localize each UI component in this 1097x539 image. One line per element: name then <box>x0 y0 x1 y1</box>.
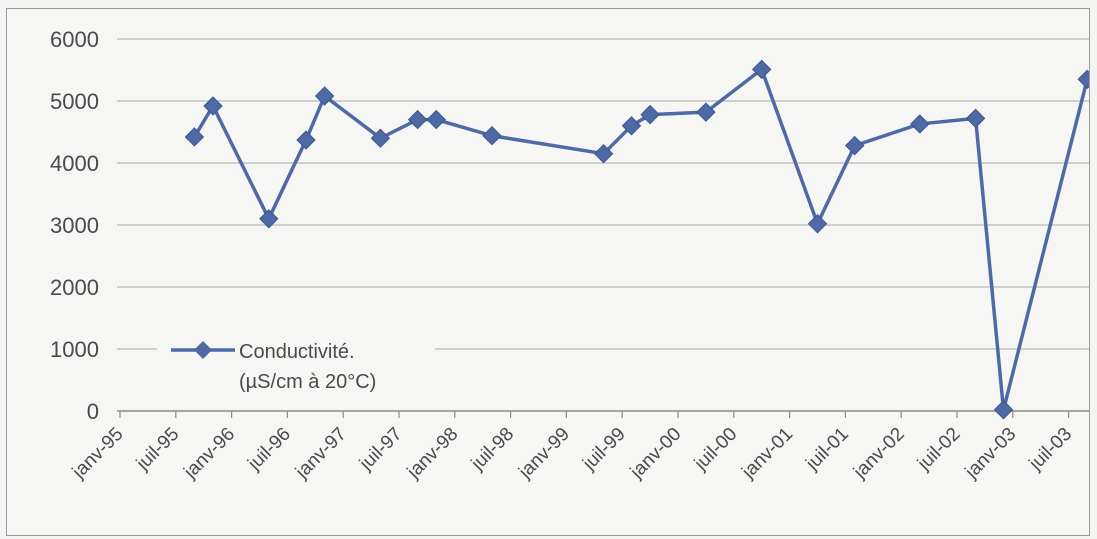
data-point-marker <box>993 400 1014 420</box>
line-chart: 0 1000 2000 3000 4000 5000 6000 janv-95 juil-95… <box>50 27 1089 484</box>
data-point-marker <box>184 127 205 147</box>
data-point-marker <box>807 214 828 234</box>
data-point-marker <box>426 109 446 130</box>
data-point-marker <box>965 108 986 129</box>
series-conductivite <box>184 59 1089 420</box>
legend-label-line1: Conductivité. <box>239 341 355 363</box>
data-point-marker <box>407 109 428 130</box>
x-tick-label: juil-03 <box>1025 424 1076 475</box>
data-point-marker <box>751 59 772 80</box>
data-point-marker <box>593 143 614 164</box>
x-tick-label: juil-96 <box>244 424 295 475</box>
data-point-marker <box>296 130 316 150</box>
y-tick-label: 0 <box>87 399 99 424</box>
data-point-marker <box>314 86 335 106</box>
x-tick-label: juil-95 <box>132 424 183 475</box>
x-tick-label: juil-02 <box>913 424 964 475</box>
x-tick-label: juil-98 <box>467 424 518 475</box>
data-point-marker <box>640 104 660 125</box>
data-point-marker <box>203 96 223 116</box>
legend-background <box>157 321 435 403</box>
x-tick-label: janv-96 <box>180 424 240 484</box>
x-tick-label: janv-95 <box>68 424 128 484</box>
y-tick-label: 2000 <box>50 275 99 300</box>
x-tick-label: janv-97 <box>291 424 351 484</box>
series-line <box>192 67 1089 412</box>
x-tick-label: janv-00 <box>626 424 686 484</box>
y-tick-label: 1000 <box>50 337 99 362</box>
x-tick-label: janv-01 <box>738 424 798 484</box>
legend-box <box>157 321 435 403</box>
data-point-marker <box>259 209 279 229</box>
y-tick-label: 6000 <box>50 27 99 52</box>
x-tick-label: janv-99 <box>514 424 574 484</box>
y-tick-label: 5000 <box>50 89 99 114</box>
x-tick-label: juil-01 <box>802 424 853 475</box>
x-tick-label: janv-03 <box>961 424 1021 484</box>
data-point-marker <box>370 128 391 148</box>
legend-label-line2: (µS/cm à 20°C) <box>239 371 376 393</box>
x-tick-label: juil-99 <box>578 424 629 475</box>
x-tick-label: janv-02 <box>849 424 909 484</box>
data-point-marker <box>621 116 642 136</box>
gridlines <box>117 38 1089 350</box>
x-tick-label: juil-00 <box>690 424 741 475</box>
data-point-marker <box>696 102 716 122</box>
x-tick-label: janv-98 <box>403 424 463 484</box>
y-tick-label: 4000 <box>50 151 99 176</box>
legend: Conductivité. (µS/cm à 20°C) <box>171 341 376 393</box>
data-point-marker <box>482 126 502 146</box>
x-tick-marks <box>119 411 1070 418</box>
x-tick-label: juil-97 <box>355 424 406 475</box>
y-tick-label: 3000 <box>50 213 99 238</box>
chart-frame: 0 1000 2000 3000 4000 5000 6000 janv-95 juil-95… <box>6 8 1090 536</box>
legend-marker-swatch <box>194 341 212 359</box>
data-point-marker <box>844 135 865 156</box>
y-tick-labels: 0 1000 2000 3000 4000 5000 6000 <box>50 27 99 424</box>
data-point-marker <box>1077 69 1089 90</box>
data-point-marker <box>910 114 930 134</box>
